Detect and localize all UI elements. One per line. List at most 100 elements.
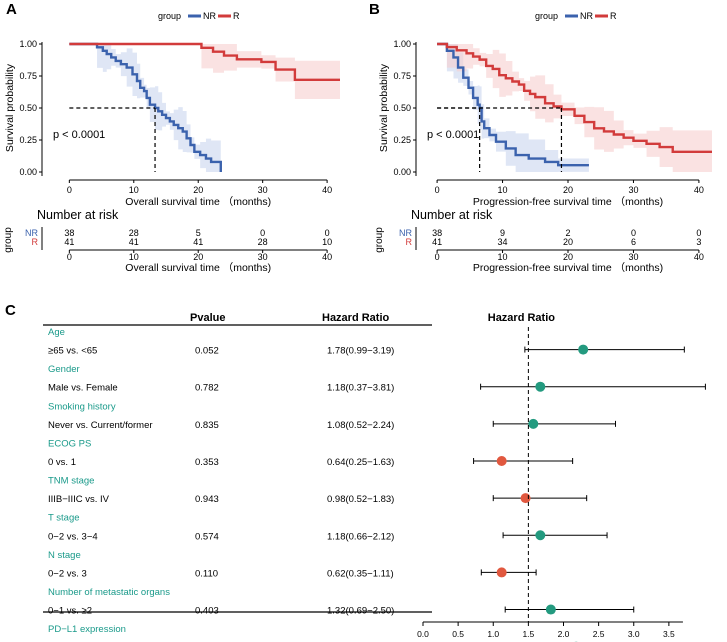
legend-label-r: R bbox=[233, 11, 240, 21]
p-value-cell: 0.943 bbox=[195, 494, 219, 505]
risk-row-label-nr: NR bbox=[25, 228, 38, 238]
comparison-label: IIIB−IIIC vs. IV bbox=[48, 494, 110, 505]
risk-count: 5 bbox=[196, 228, 201, 238]
estimate-point bbox=[545, 604, 556, 615]
x-axis-title-A: Overall survival time （months) bbox=[125, 196, 271, 208]
forest-x-tick-label: 2.0 bbox=[558, 629, 570, 639]
x-tick-label: 0 bbox=[435, 185, 440, 195]
risk-table-title-A: Number at risk bbox=[37, 208, 119, 222]
group-label: N stage bbox=[48, 550, 81, 561]
legend-label-r: R bbox=[610, 11, 617, 21]
comparison-label: ≥65 vs. <65 bbox=[48, 346, 97, 357]
risk-x-tick-label: 40 bbox=[322, 252, 332, 262]
p-value-annotation-A: p < 0.0001 bbox=[53, 129, 105, 141]
hazard-ratio-cell: 1.08(0.52−2.24) bbox=[327, 420, 394, 431]
risk-count: 6 bbox=[631, 237, 636, 247]
estimate-point bbox=[535, 530, 546, 541]
risk-count: 34 bbox=[498, 237, 508, 247]
risk-row-label-r: R bbox=[406, 237, 413, 247]
risk-x-tick-label: 30 bbox=[258, 252, 268, 262]
risk-count: 0 bbox=[631, 228, 636, 238]
risk-count: 3 bbox=[696, 237, 701, 247]
group-label: ECOG PS bbox=[48, 438, 91, 449]
comparison-label: 0−2 vs. 3−4 bbox=[48, 531, 98, 542]
risk-x-axis-title-B: Progression-free survival time （months) bbox=[473, 262, 663, 274]
km-curve-r bbox=[69, 42, 340, 82]
hazard-ratio-cell: 0.98(0.52−1.83) bbox=[327, 494, 394, 505]
estimate-point bbox=[578, 344, 589, 355]
km-curve-nr bbox=[437, 42, 589, 167]
forest-title: Hazard Ratio bbox=[488, 312, 556, 324]
x-tick-label: 30 bbox=[628, 185, 638, 195]
group-label: Age bbox=[48, 327, 65, 338]
estimate-point bbox=[496, 455, 507, 466]
risk-count: 41 bbox=[193, 237, 203, 247]
hazard-ratio-cell: 1.18(0.66−2.12) bbox=[327, 531, 394, 542]
group-label: T stage bbox=[48, 513, 80, 524]
risk-count: 10 bbox=[322, 237, 332, 247]
comparison-label: 0−1 vs. ≥2 bbox=[48, 606, 92, 617]
group-label: Gender bbox=[48, 364, 80, 375]
y-tick-label: 0.00 bbox=[19, 167, 37, 177]
risk-row-label-r: R bbox=[32, 237, 39, 247]
risk-count: 38 bbox=[64, 228, 74, 238]
hazard-ratio-cell: 1.32(0.69−2.50) bbox=[327, 606, 394, 617]
forest-x-tick-label: 3.0 bbox=[628, 629, 640, 639]
risk-count: 41 bbox=[129, 237, 139, 247]
hazard-ratio-cell: 1.78(0.99−3.19) bbox=[327, 346, 394, 357]
risk-x-tick-label: 30 bbox=[628, 252, 638, 262]
forest-x-tick-label: 3.5 bbox=[663, 629, 675, 639]
risk-group-axis-label: group bbox=[3, 227, 14, 253]
risk-count: 20 bbox=[563, 237, 573, 247]
estimate-point bbox=[528, 418, 539, 429]
group-label: TNM stage bbox=[48, 476, 94, 487]
risk-count: 28 bbox=[258, 237, 268, 247]
risk-count: 0 bbox=[696, 228, 701, 238]
risk-x-tick-label: 40 bbox=[694, 252, 704, 262]
forest-x-tick-label: 0.0 bbox=[417, 629, 429, 639]
y-tick-label: 0.25 bbox=[393, 135, 411, 145]
p-value-cell: 0.574 bbox=[195, 531, 219, 542]
x-tick-label: 10 bbox=[498, 185, 508, 195]
x-tick-label: 0 bbox=[67, 185, 72, 195]
legend-label-nr: NR bbox=[580, 11, 593, 21]
y-tick-label: 0.75 bbox=[393, 71, 411, 81]
legend-title: group bbox=[535, 11, 558, 21]
group-label: Smoking history bbox=[48, 401, 116, 412]
estimate-point bbox=[535, 381, 546, 392]
p-value-cell: 0.403 bbox=[195, 606, 219, 617]
risk-x-tick-label: 10 bbox=[498, 252, 508, 262]
confidence-band-nr bbox=[69, 44, 221, 172]
p-value-cell: 0.353 bbox=[195, 457, 219, 468]
y-tick-label: 1.00 bbox=[393, 39, 411, 49]
p-value-cell: 0.835 bbox=[195, 420, 219, 431]
forest-x-tick-label: 2.5 bbox=[593, 629, 605, 639]
risk-x-tick-label: 20 bbox=[563, 252, 573, 262]
risk-count: 2 bbox=[565, 228, 570, 238]
x-tick-label: 20 bbox=[193, 185, 203, 195]
risk-x-tick-label: 0 bbox=[435, 252, 440, 262]
risk-count: 41 bbox=[64, 237, 74, 247]
x-tick-label: 10 bbox=[129, 185, 139, 195]
risk-row-label-nr: NR bbox=[399, 228, 412, 238]
y-tick-label: 0.75 bbox=[19, 71, 37, 81]
risk-count: 28 bbox=[129, 228, 139, 238]
x-tick-label: 40 bbox=[694, 185, 704, 195]
comparison-label: 0 vs. 1 bbox=[48, 457, 76, 468]
group-label: PD−L1 expression bbox=[48, 624, 126, 635]
group-label: Number of metastatic organs bbox=[48, 587, 170, 598]
table-header-pvalue: Pvalue bbox=[190, 312, 225, 324]
y-axis-title-A: Survival probability bbox=[4, 63, 16, 152]
risk-x-tick-label: 0 bbox=[67, 252, 72, 262]
x-tick-label: 30 bbox=[258, 185, 268, 195]
comparison-label: Never vs. Current/former bbox=[48, 420, 153, 431]
comparison-label: 0−2 vs. 3 bbox=[48, 568, 87, 579]
forest-x-tick-label: 1.0 bbox=[487, 629, 499, 639]
p-value-cell: 0.052 bbox=[195, 346, 219, 357]
y-tick-label: 0.25 bbox=[19, 135, 37, 145]
risk-count: 0 bbox=[325, 228, 330, 238]
panel-label-B: B bbox=[369, 1, 380, 18]
risk-x-tick-label: 10 bbox=[129, 252, 139, 262]
y-tick-label: 1.00 bbox=[19, 39, 37, 49]
